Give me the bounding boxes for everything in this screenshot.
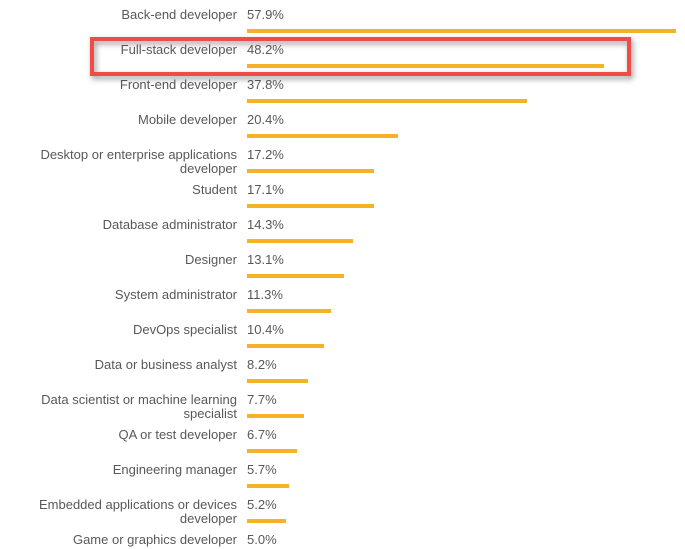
bar-row: QA or test developer 6.7% xyxy=(0,420,685,455)
category-label: Embedded applications or devices develop… xyxy=(38,497,237,526)
bar xyxy=(247,449,297,453)
value-label: 48.2% xyxy=(247,42,284,57)
category-label: Data scientist or machine learning speci… xyxy=(41,392,237,421)
category-label: Database administrator xyxy=(102,217,237,232)
bar-row: Full-stack developer 48.2% xyxy=(0,35,685,70)
value-label: 7.7% xyxy=(247,392,277,407)
value-label: 8.2% xyxy=(247,357,277,372)
bar xyxy=(247,99,527,103)
category-label: QA or test developer xyxy=(118,427,237,442)
bar-row: Desktop or enterprise applications devel… xyxy=(0,140,685,176)
value-label: 37.8% xyxy=(247,77,284,92)
category-label: System administrator xyxy=(114,287,237,302)
bar xyxy=(247,344,324,348)
category-label: Front-end developer xyxy=(119,77,237,92)
bar-row: DevOps specialist 10.4% xyxy=(0,315,685,350)
category-label: Game or graphics developer xyxy=(72,532,237,547)
bar xyxy=(247,134,398,138)
bar xyxy=(247,309,331,313)
value-label: 10.4% xyxy=(247,322,284,337)
category-label: Designer xyxy=(184,252,237,267)
bar xyxy=(247,64,604,68)
bar-row: Engineering manager 5.7% xyxy=(0,455,685,490)
bar-row: Designer 13.1% xyxy=(0,245,685,280)
category-label: Full-stack developer xyxy=(120,42,237,57)
bar xyxy=(247,274,344,278)
bar-row: Game or graphics developer 5.0% xyxy=(0,525,685,549)
value-label: 11.3% xyxy=(247,287,283,302)
bar-row: Student 17.1% xyxy=(0,175,685,210)
bar-row: Front-end developer 37.8% xyxy=(0,70,685,105)
value-label: 20.4% xyxy=(247,112,284,127)
bar xyxy=(247,379,308,383)
bar xyxy=(247,484,289,488)
value-label: 14.3% xyxy=(247,217,284,232)
bar-row: Database administrator 14.3% xyxy=(0,210,685,245)
value-label: 5.0% xyxy=(247,532,277,547)
value-label: 5.2% xyxy=(247,497,277,512)
value-label: 17.1% xyxy=(247,182,284,197)
bar-row: Data scientist or machine learning speci… xyxy=(0,385,685,421)
bar-row: Embedded applications or devices develop… xyxy=(0,490,685,526)
bar xyxy=(247,519,286,523)
bar xyxy=(247,204,374,208)
value-label: 6.7% xyxy=(247,427,277,442)
category-label: Mobile developer xyxy=(137,112,237,127)
bar-row: Data or business analyst 8.2% xyxy=(0,350,685,385)
category-label: Data or business analyst xyxy=(94,357,237,372)
value-label: 17.2% xyxy=(247,147,284,162)
category-label: Back-end developer xyxy=(121,7,237,22)
bar xyxy=(247,239,353,243)
category-label: Desktop or enterprise applications devel… xyxy=(40,147,237,176)
value-label: 13.1% xyxy=(247,252,284,267)
value-label: 5.7% xyxy=(247,462,277,477)
category-label: DevOps specialist xyxy=(132,322,237,337)
bar-row: Back-end developer 57.9% xyxy=(0,0,685,35)
bar-row: System administrator 11.3% xyxy=(0,280,685,315)
bar xyxy=(247,29,676,33)
category-label: Engineering manager xyxy=(112,462,237,477)
bar-row: Mobile developer 20.4% xyxy=(0,105,685,140)
value-label: 57.9% xyxy=(247,7,284,22)
bar xyxy=(247,414,304,418)
category-label: Student xyxy=(192,182,237,197)
bar xyxy=(247,169,374,173)
